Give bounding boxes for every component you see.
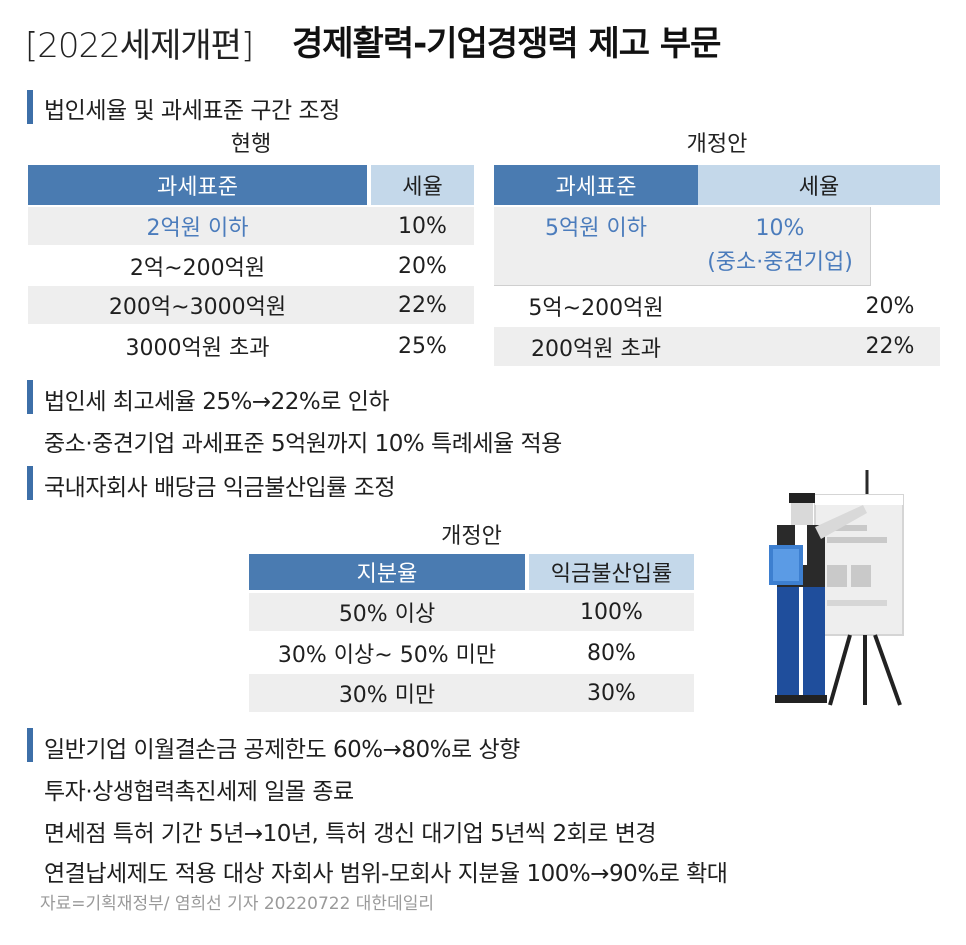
section-marker <box>27 728 33 762</box>
table-cell: 50% 이상 <box>338 602 436 627</box>
table-cell: 30% 미만 <box>338 683 436 708</box>
table-cell: 10% <box>398 213 447 239</box>
table-cell: 100% <box>580 599 643 625</box>
section-marker <box>27 90 33 124</box>
table-cell: 200억~3000억원 <box>108 295 287 320</box>
bullet-line: 법인세 최고세율 25%→22%로 인하 <box>44 389 390 415</box>
presenter-with-easel-icon <box>769 470 904 706</box>
table-cell: 5억~200억원 <box>528 296 664 321</box>
table-cell: 20% <box>865 293 915 319</box>
table-cell: 5억원 이하 <box>545 216 647 241</box>
page-title: 경제활력-기업경쟁력 제고 부문 <box>292 24 721 64</box>
proposed-header-rate: 세율 <box>698 165 940 205</box>
bullet-line: 면세점 특허 기간 5년→10년, 특허 갱신 대기업 5년씩 2회로 변경 <box>44 821 657 847</box>
bullet-line: 일반기업 이월결손금 공제한도 60%→80%로 상향 <box>44 737 520 763</box>
table-row-shade <box>28 207 474 245</box>
table-cell: 80% <box>587 640 636 666</box>
section2-caption: 개정안 <box>441 524 502 549</box>
table-row-shade <box>28 286 474 324</box>
current-header-rate: 세율 <box>371 165 474 205</box>
source-credit: 자료=기획재정부/ 염희선 기자 20220722 대한데일리 <box>40 894 434 914</box>
table-cell: 10% <box>755 215 805 241</box>
table-cell: 2억원 이하 <box>146 216 249 241</box>
section2-heading: 국내자회사 배당금 익금불산입률 조정 <box>44 475 396 501</box>
table-cell: 22% <box>865 334 915 359</box>
bullet-line: 중소·중견기업 과세표준 5억원까지 10% 특례세율 적용 <box>44 431 562 457</box>
section1-heading: 법인세율 및 과세표준 구간 조정 <box>44 98 340 124</box>
section-marker <box>27 380 33 414</box>
bullet-line: 연결납세제도 적용 대상 자회사 범위-모회사 지분율 100%→90%로 확대 <box>44 861 728 887</box>
proposed-header-base: 과세표준 <box>494 165 698 205</box>
proposed-caption: 개정안 <box>686 132 748 157</box>
table-cell: 30% 이상~ 50% 미만 <box>277 643 497 668</box>
merged-row-bg <box>494 207 871 286</box>
table-row-shade <box>494 327 940 366</box>
bullet-line: 투자·상생협력촉진세제 일몰 종료 <box>44 779 354 805</box>
table-cell: 3000억원 초과 <box>125 336 270 361</box>
table-cell: 25% <box>398 333 447 359</box>
dividend-header-share: 지분율 <box>249 554 525 590</box>
table-row-shade <box>249 674 694 712</box>
table-cell: 20% <box>398 253 447 279</box>
dividend-header-rate: 익금불산입률 <box>529 554 694 590</box>
table-cell: 200억원 초과 <box>531 336 661 362</box>
table-cell: 2억~200억원 <box>129 256 266 281</box>
current-caption: 현행 <box>230 132 272 157</box>
table-cell: 22% <box>398 292 447 318</box>
current-header-base: 과세표준 <box>28 165 367 205</box>
table-row-shade <box>249 593 694 631</box>
table-cell: 30% <box>587 680 636 706</box>
section-marker <box>27 466 33 500</box>
table-cell: (중소·중견기업) <box>707 250 853 275</box>
title-bracket: [2022세제개편] <box>25 26 254 66</box>
